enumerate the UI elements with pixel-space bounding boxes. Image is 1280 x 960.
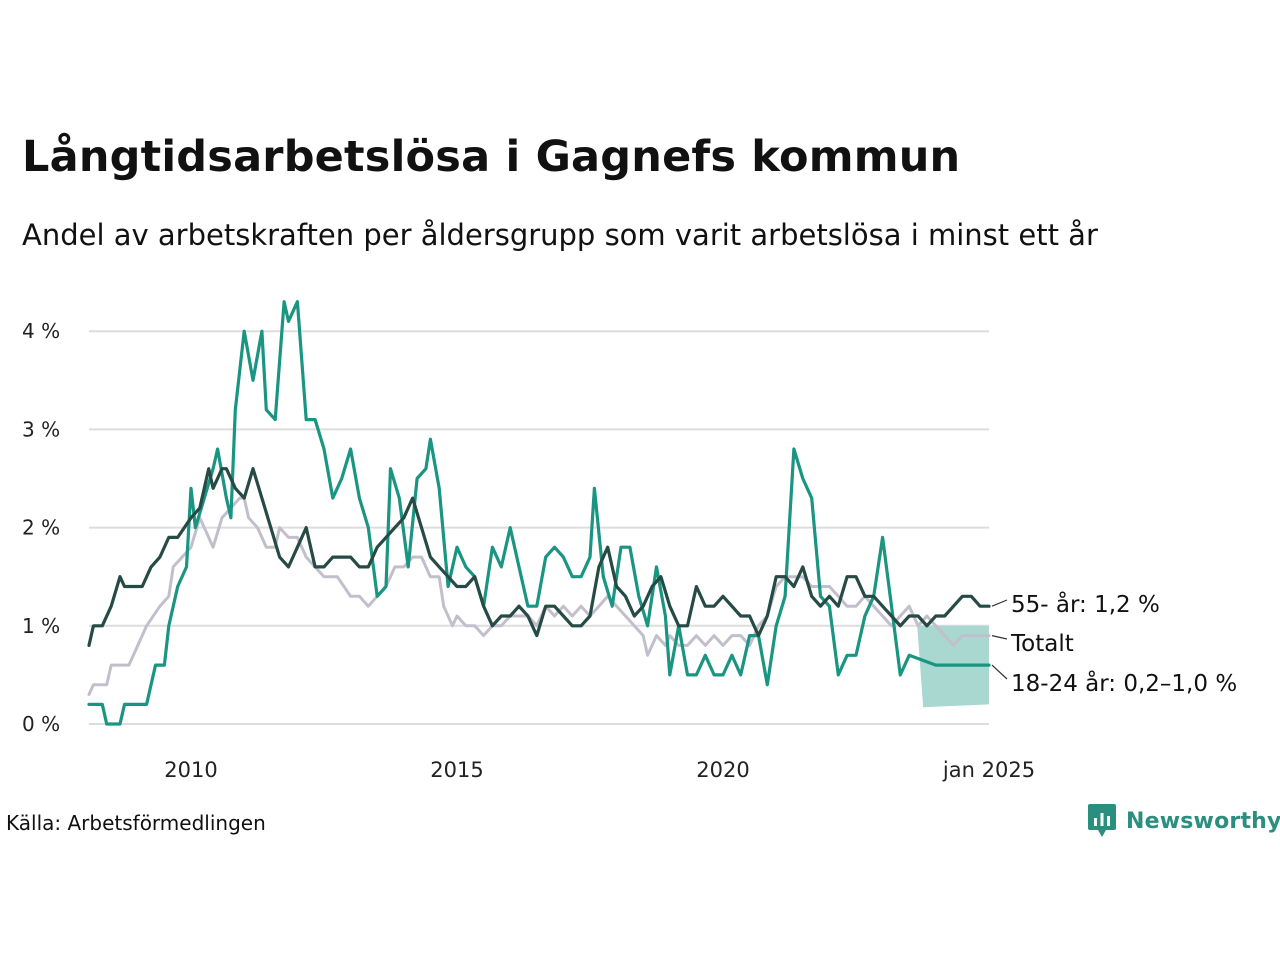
series-label-total: Totalt bbox=[1010, 631, 1074, 657]
source-note: Källa: Arbetsförmedlingen bbox=[6, 811, 266, 835]
line-chart: Totalt 55- år: 1,2 % 18-24 år: 0,2–1,0 % 0… bbox=[22, 300, 1237, 782]
series-line-age_55_plus bbox=[87, 467, 991, 647]
label-leader-total bbox=[991, 635, 1008, 640]
y-tick-label: 4 % bbox=[22, 319, 60, 343]
chart-title: Långtidsarbetslösa i Gagnefs kommun bbox=[22, 132, 961, 182]
chart-subtitle: Andel av arbetskraften per åldersgrupp s… bbox=[22, 218, 1098, 252]
series-labels: Totalt 55- år: 1,2 % 18-24 år: 0,2–1,0 % bbox=[991, 590, 1237, 697]
series-layer bbox=[87, 300, 991, 726]
series-line-age_18_24 bbox=[87, 300, 991, 726]
x-tick-label: 2015 bbox=[430, 758, 483, 782]
y-tick-label: 3 % bbox=[22, 417, 60, 441]
y-tick-label: 2 % bbox=[22, 516, 60, 540]
x-tick-label: jan 2025 bbox=[942, 758, 1035, 782]
series-line-total bbox=[87, 496, 991, 696]
x-tick-label: 2020 bbox=[696, 758, 749, 782]
series-label-age_55_plus: 55- år: 1,2 % bbox=[1011, 590, 1160, 618]
label-leader-age_18_24 bbox=[991, 664, 1008, 680]
grid-lines bbox=[89, 330, 989, 725]
series-label-age_18_24: 18-24 år: 0,2–1,0 % bbox=[1011, 669, 1237, 697]
label-leader-age_55_plus bbox=[991, 599, 1008, 607]
y-tick-label: 0 % bbox=[22, 712, 60, 736]
brand-logo: Newsworthy bbox=[1087, 803, 1280, 839]
brand-name: Newsworthy bbox=[1126, 808, 1280, 834]
x-tick-label: 2010 bbox=[164, 758, 217, 782]
axis-labels: 0 % 1 % 2 % 3 % 4 % 2010 2015 2020 jan 2025 bbox=[22, 319, 1035, 782]
newsworthy-icon bbox=[1088, 804, 1116, 837]
y-tick-label: 1 % bbox=[22, 614, 60, 638]
